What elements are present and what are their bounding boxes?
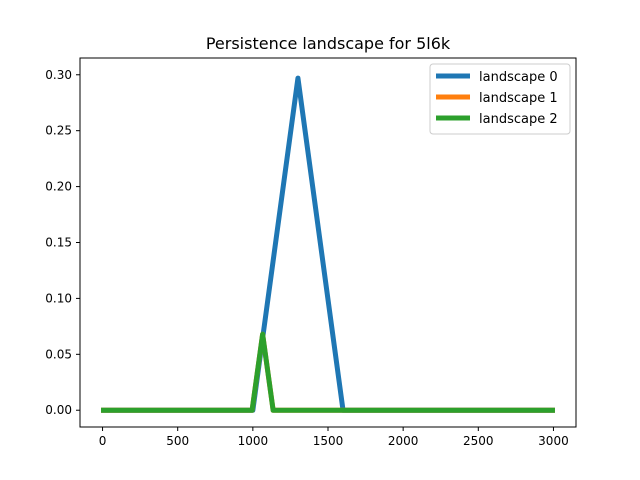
y-axis: 0.00 0.05 0.10 0.15 0.20 0.25 0.30 [45,68,80,417]
x-tick-label: 1500 [313,434,344,448]
y-tick-label: 0.20 [45,180,72,194]
series-layer [101,75,555,413]
series-line-landscape-1 [101,331,555,413]
legend: landscape 0 landscape 1 landscape 2 [429,63,571,135]
y-tick-label: 0.15 [45,236,72,250]
x-tick-label: 2000 [388,434,419,448]
x-tick-label: 1000 [238,434,269,448]
x-tick-label: 2500 [463,434,494,448]
x-tick-label: 0 [99,434,107,448]
legend-label-landscape-2: landscape 2 [479,112,558,127]
x-tick-label: 3000 [538,434,569,448]
y-tick-label: 0.00 [45,403,72,417]
y-tick-label: 0.10 [45,291,72,305]
chart-title: Persistence landscape for 5l6k [206,34,451,53]
legend-label-landscape-0: landscape 0 [479,70,558,85]
y-tick-label: 0.30 [45,68,72,82]
x-tick-label: 500 [166,434,189,448]
y-tick-label: 0.05 [45,347,72,361]
y-tick-label: 0.25 [45,124,72,138]
legend-label-landscape-1: landscape 1 [479,91,558,106]
x-axis: 0 500 1000 1500 2000 2500 3000 [99,427,569,448]
series-line-landscape-2 [101,331,555,413]
